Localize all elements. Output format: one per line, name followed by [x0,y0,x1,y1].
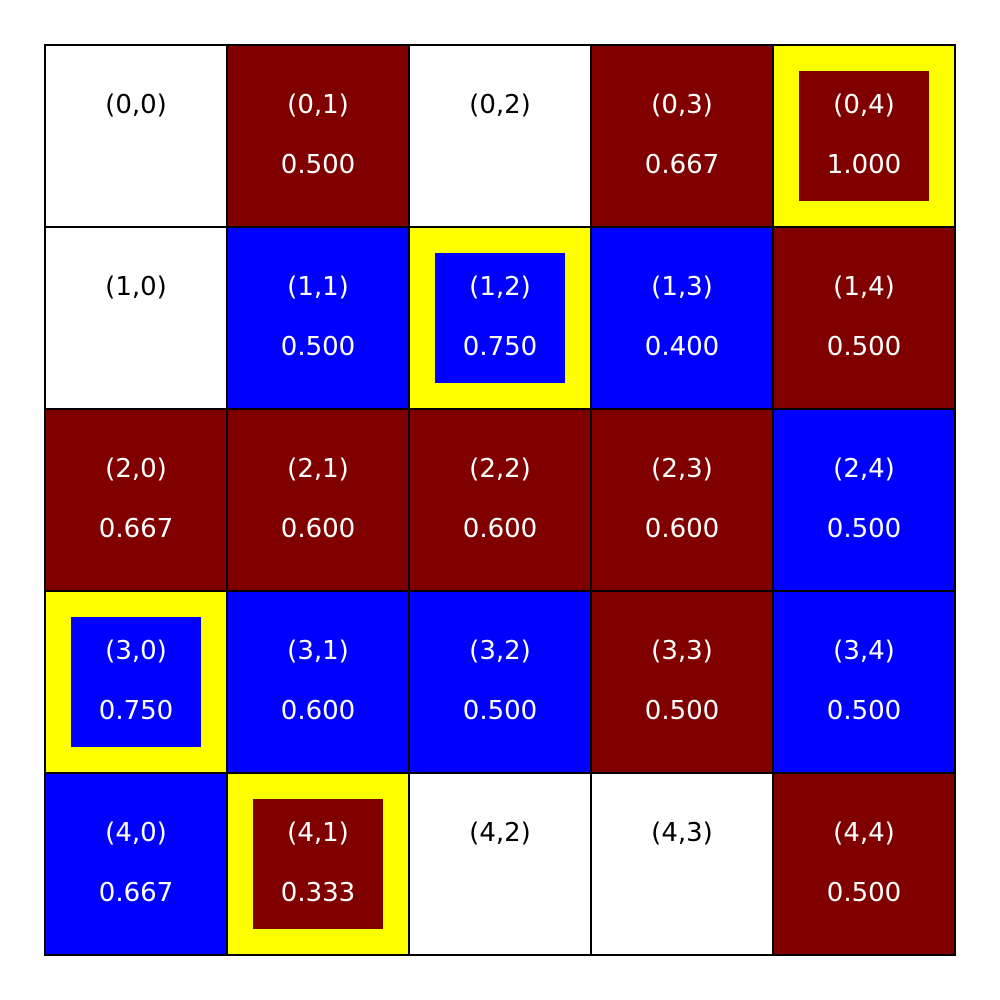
grid-cell: (1,4) 0.500 [773,227,955,409]
cell-highlight [71,617,201,747]
cell-coord: (0,3) [651,90,713,120]
cell-coord: (0,0) [105,90,167,120]
cell-coord: (1,4) [833,272,895,302]
cell-highlight [435,253,565,383]
cell-value: 0.500 [826,696,902,726]
cell-coord: (1,3) [651,272,713,302]
cell-value: 0.667 [98,878,174,908]
cell-value: 0.667 [98,514,174,544]
grid-cell: (2,2) 0.600 [409,409,591,591]
cell-value: 0.600 [280,514,356,544]
cell-coord: (4,3) [651,818,713,848]
cell-value: 1.000 [826,150,902,180]
cell-coord: (2,4) [833,454,895,484]
cell-value: 0.500 [280,332,356,362]
grid-cell: (0,0) [45,45,227,227]
grid-cell: (3,3) 0.500 [591,591,773,773]
grid-cell: (0,2) [409,45,591,227]
cell-coord: (3,2) [469,636,531,666]
cell-value: 0.750 [462,332,538,362]
cell-coord: (2,0) [105,454,167,484]
grid-cell: (3,1) 0.600 [227,591,409,773]
cell-coord: (2,1) [287,454,349,484]
cell-coord: (0,4) [833,90,895,120]
cell-value: 0.600 [644,514,720,544]
cell-coord: (3,4) [833,636,895,666]
cell-value: 0.333 [280,878,356,908]
grid-cell: (4,4) 0.500 [773,773,955,955]
grid-cell: (1,3) 0.400 [591,227,773,409]
grid-cell: (1,0) [45,227,227,409]
cell-coord: (4,4) [833,818,895,848]
grid-cell: (4,2) [409,773,591,955]
cell-highlight [253,799,383,929]
grid-cell: (1,2) 0.750 [409,227,591,409]
cell-value: 0.500 [826,514,902,544]
cell-value: 0.500 [280,150,356,180]
cell-coord: (1,1) [287,272,349,302]
cell-coord: (4,1) [287,818,349,848]
cell-coord: (0,1) [287,90,349,120]
cell-value: 0.600 [280,696,356,726]
cell-value: 0.500 [644,696,720,726]
grid-cell: (3,0) 0.750 [45,591,227,773]
grid-cell: (2,4) 0.500 [773,409,955,591]
grid-cell: (1,1) 0.500 [227,227,409,409]
cell-coord: (1,2) [469,272,531,302]
cell-value: 0.667 [644,150,720,180]
cell-coord: (0,2) [469,90,531,120]
grid-board: (0,0) (0,1) 0.500 (0,2) (0,3) 0.667 (0,4) 1… [44,44,956,956]
cell-value: 0.500 [826,878,902,908]
grid-cell: (0,4) 1.000 [773,45,955,227]
cell-coord: (3,0) [105,636,167,666]
cell-coord: (2,3) [651,454,713,484]
grid-cell: (3,4) 0.500 [773,591,955,773]
grid-cell: (2,0) 0.667 [45,409,227,591]
grid-cell: (4,0) 0.667 [45,773,227,955]
cell-coord: (4,0) [105,818,167,848]
grid-cell: (0,3) 0.667 [591,45,773,227]
cell-coord: (1,0) [105,272,167,302]
cell-highlight [799,71,929,201]
grid-cell: (2,1) 0.600 [227,409,409,591]
cell-value: 0.500 [826,332,902,362]
cell-value: 0.600 [462,514,538,544]
grid-cell: (4,3) [591,773,773,955]
grid-cell: (2,3) 0.600 [591,409,773,591]
grid-cell: (0,1) 0.500 [227,45,409,227]
cell-coord: (3,3) [651,636,713,666]
cell-coord: (4,2) [469,818,531,848]
cell-coord: (2,2) [469,454,531,484]
cell-value: 0.500 [462,696,538,726]
cell-value: 0.750 [98,696,174,726]
cell-value: 0.400 [644,332,720,362]
grid-cell: (3,2) 0.500 [409,591,591,773]
cell-coord: (3,1) [287,636,349,666]
grid-cell: (4,1) 0.333 [227,773,409,955]
